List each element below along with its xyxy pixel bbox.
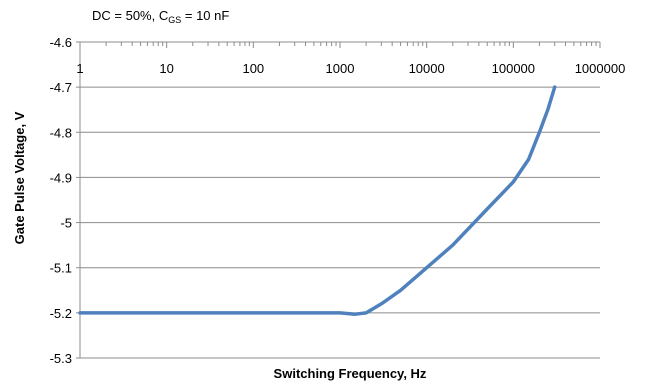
- x-tick-label: 10: [159, 61, 173, 76]
- y-axis-title: Gate Pulse Voltage, V: [12, 111, 27, 244]
- axes: [76, 41, 601, 359]
- chart-annotation: DC = 50%, CGS = 10 nF: [92, 8, 229, 25]
- x-axis-title: Switching Frequency, Hz: [274, 366, 427, 381]
- annotation-suffix: = 10 nF: [181, 8, 229, 23]
- gridlines: [80, 86, 600, 359]
- x-ticks: 1 10 100 1000 10000 100000 1000000: [76, 61, 625, 76]
- y-tick-label: -4.6: [50, 35, 72, 50]
- series-line: [78, 85, 557, 316]
- annotation-prefix: DC = 50%, C: [92, 8, 168, 23]
- y-tick-label: -4.7: [50, 80, 72, 95]
- x-tick-label: 10000: [409, 61, 445, 76]
- y-tick-label: -5.3: [50, 351, 72, 366]
- y-tick-label: -4.9: [50, 170, 72, 185]
- y-tick-label: -5: [60, 216, 72, 231]
- x-tick-label: 1000000: [575, 61, 626, 76]
- annotation-subscript: GS: [168, 15, 181, 25]
- x-tick-label: 1000: [326, 61, 355, 76]
- y-tick-label: -5.2: [50, 306, 72, 321]
- x-tick-label: 1: [76, 61, 83, 76]
- y-tick-label: -4.8: [50, 125, 72, 140]
- y-ticks: -4.6 -4.7 -4.8 -4.9 -5 -5.1 -5.2 -5.3: [50, 35, 72, 366]
- series-layer: [78, 85, 557, 316]
- y-tick-label: -5.1: [50, 261, 72, 276]
- x-tick-label: 100: [242, 61, 264, 76]
- x-tick-label: 100000: [492, 61, 535, 76]
